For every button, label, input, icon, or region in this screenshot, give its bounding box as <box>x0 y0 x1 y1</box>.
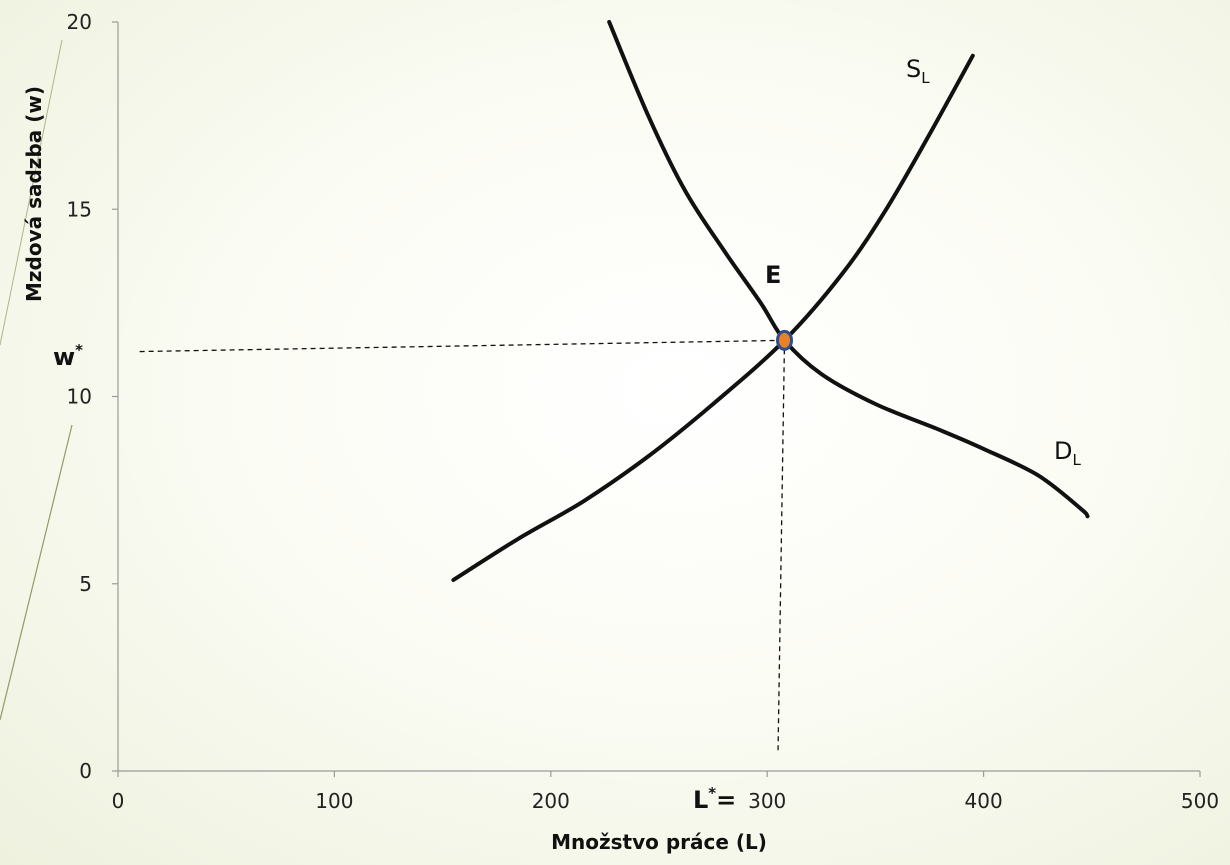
y-tick-label: 10 <box>67 385 92 409</box>
x-tick-label: 500 <box>1181 789 1219 813</box>
y-tick-label: 15 <box>67 197 92 221</box>
x-tick-label: 0 <box>112 789 125 813</box>
y-axis-ticks: 0 5 10 15 20 <box>67 10 118 783</box>
dashed-guide-line <box>139 339 785 353</box>
y-tick-label: 20 <box>67 10 92 34</box>
demand-curve <box>607 20 1090 519</box>
y-axis-title: Mzdová sadzba (w) <box>22 86 46 302</box>
axes <box>117 22 1200 772</box>
curves <box>451 20 1090 582</box>
demand-curve-label: DL <box>1054 437 1081 469</box>
w-star-label: w* <box>53 341 83 371</box>
y-tick-label: 5 <box>79 572 92 596</box>
x-axis-ticks: 0 100 200 300 400 500 <box>112 771 1219 813</box>
y-tick-label: 0 <box>79 759 92 783</box>
x-axis-title: Množstvo práce (L) <box>551 830 767 854</box>
x-tick-label: 100 <box>315 789 353 813</box>
guide-lines <box>139 339 786 753</box>
supply-curve <box>451 53 975 582</box>
decor-line-bottom <box>0 424 73 721</box>
x-tick-label: 400 <box>965 789 1003 813</box>
x-tick-label: 300 <box>748 789 786 813</box>
equilibrium-group <box>776 329 794 351</box>
l-star-label: L*= <box>693 784 736 814</box>
equilibrium-point <box>776 329 794 351</box>
x-tick-label: 200 <box>532 789 570 813</box>
decor-line-top <box>0 39 63 346</box>
equilibrium-label: E <box>765 261 781 289</box>
dashed-guide-line <box>777 340 786 753</box>
supply-curve-label: SL <box>906 55 930 87</box>
